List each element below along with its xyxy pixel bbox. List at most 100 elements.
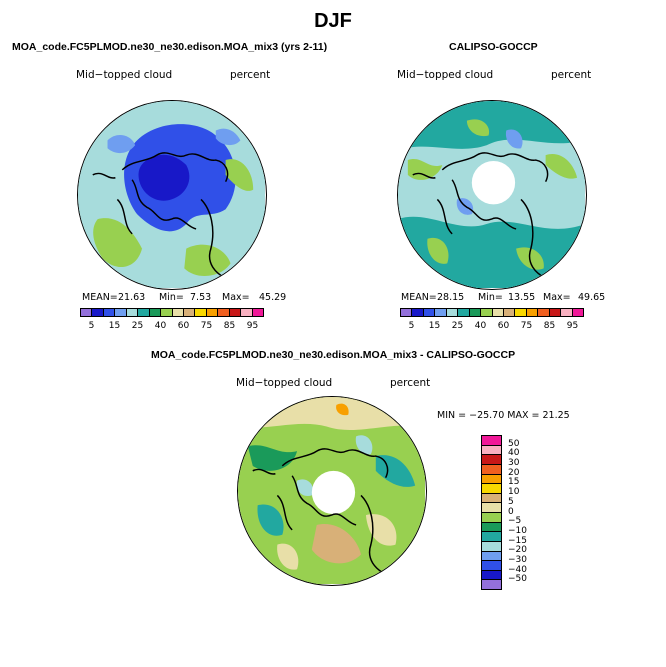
colorbar-tick-label: 25 (131, 321, 144, 331)
colorbar-swatch (446, 309, 459, 316)
colorbar-tick-label: 40 (508, 448, 520, 459)
colorbar-tick-label: 5 (408, 321, 415, 331)
panel-1-min: 7.53 (190, 292, 212, 303)
panel-1-variable: Mid−topped cloud (76, 69, 173, 81)
colorbar-tick-label: 60 (177, 321, 190, 331)
panel-2-min-label: Min= (478, 292, 503, 303)
colorbar-swatch (482, 484, 501, 494)
panel-1-title: MOA_code.FC5PLMOD.ne30_ne30.edison.MOA_m… (12, 41, 328, 53)
colorbar-swatch (206, 309, 219, 316)
panel-1-colorbar (80, 308, 264, 317)
colorbar-tick-label: 10 (508, 487, 520, 498)
colorbar-swatch (92, 309, 104, 316)
colorbar-tick-label: 40 (474, 321, 487, 331)
colorbar-tick-label: −40 (508, 564, 527, 575)
colorbar-tick-label: −20 (508, 545, 527, 556)
colorbar-swatch (561, 309, 573, 316)
colorbar-tick-label: −15 (508, 535, 527, 546)
colorbar-swatch (482, 522, 501, 533)
panel-1-units: percent (230, 69, 271, 81)
panel-3-colorbar (481, 435, 502, 590)
colorbar-tick-label: 25 (451, 321, 464, 331)
colorbar-tick-label: 75 (520, 321, 533, 331)
panel-3-polar-map (237, 396, 427, 586)
colorbar-tick-label: 0 (508, 506, 514, 517)
colorbar-swatch (218, 309, 230, 316)
colorbar-swatch (183, 309, 196, 316)
colorbar-tick-label: 85 (543, 321, 556, 331)
colorbar-tick-label: 5 (508, 496, 514, 507)
colorbar-swatch (252, 309, 263, 316)
panel-2-colorbar (400, 308, 584, 317)
colorbar-tick-label: 95 (566, 321, 579, 331)
panel-2-polar-map (397, 100, 587, 290)
colorbar-tick-label: 50 (508, 438, 520, 449)
colorbar-swatch (526, 309, 539, 316)
colorbar-tick-label: 60 (497, 321, 510, 331)
colorbar-swatch (482, 570, 501, 581)
colorbar-swatch (435, 309, 447, 316)
colorbar-swatch (538, 309, 550, 316)
colorbar-swatch (492, 309, 504, 316)
colorbar-swatch (482, 551, 501, 562)
colorbar-swatch (241, 309, 253, 316)
colorbar-swatch (469, 309, 482, 316)
colorbar-swatch (482, 532, 501, 542)
colorbar-swatch (482, 464, 501, 475)
colorbar-swatch (195, 309, 207, 316)
panel-2-variable: Mid−topped cloud (397, 69, 494, 81)
colorbar-swatch (572, 309, 583, 316)
colorbar-swatch (161, 309, 173, 316)
panel-3-minmax: MIN = −25.70 MAX = 21.25 (437, 410, 570, 421)
colorbar-swatch (482, 513, 501, 523)
panel-3-variable: Mid−topped cloud (236, 377, 333, 389)
colorbar-swatch (503, 309, 516, 316)
colorbar-swatch (103, 309, 116, 316)
panel-1-max-label: Max= (222, 292, 250, 303)
panel-2-mean: 28.15 (437, 292, 465, 303)
colorbar-swatch (401, 309, 413, 316)
panel-2-mean-label: MEAN= (401, 292, 437, 303)
colorbar-swatch (138, 309, 150, 316)
colorbar-swatch (482, 455, 501, 465)
colorbar-swatch (482, 445, 501, 456)
colorbar-tick-label: 75 (200, 321, 213, 331)
panel-3-units: percent (390, 377, 431, 389)
figure-title: DJF (314, 10, 352, 32)
colorbar-tick-label: 15 (108, 321, 121, 331)
panel-3-colorbar-labels: 50 40 30 20 15 10 5 0 −5 −10 −15 −20 −30 −40 −50 (508, 435, 548, 590)
colorbar-tick-label: 30 (508, 458, 520, 469)
colorbar-swatch (458, 309, 470, 316)
panel-1-mean: 21.63 (118, 292, 146, 303)
colorbar-tick-label: −5 (508, 516, 522, 527)
panel-2-max-label: Max= (543, 292, 571, 303)
colorbar-swatch (515, 309, 527, 316)
colorbar-swatch (482, 503, 501, 513)
colorbar-tick-label: 95 (246, 321, 259, 331)
panel-1-max: 45.29 (259, 292, 287, 303)
colorbar-tick-label: 85 (223, 321, 236, 331)
colorbar-tick-label: 40 (154, 321, 167, 331)
panel-1-polar-map (77, 100, 267, 290)
panel-2-units: percent (551, 69, 592, 81)
colorbar-swatch (482, 561, 501, 571)
colorbar-swatch (149, 309, 162, 316)
colorbar-swatch (423, 309, 436, 316)
colorbar-swatch (482, 541, 501, 552)
colorbar-tick-label: −30 (508, 554, 527, 565)
colorbar-tick-label: −10 (508, 525, 527, 536)
colorbar-swatch (482, 436, 501, 446)
colorbar-tick-label: 15 (428, 321, 441, 331)
colorbar-swatch (482, 493, 501, 504)
colorbar-tick-label: 5 (88, 321, 95, 331)
colorbar-swatch (81, 309, 93, 316)
colorbar-swatch (229, 309, 242, 316)
panel-1-mean-label: MEAN= (82, 292, 118, 303)
colorbar-swatch (172, 309, 184, 316)
colorbar-swatch (126, 309, 139, 316)
colorbar-tick-label: −50 (508, 574, 527, 585)
colorbar-tick-label: 15 (508, 477, 520, 488)
colorbar-swatch (115, 309, 127, 316)
colorbar-swatch (482, 474, 501, 485)
panel-2-max: 49.65 (578, 292, 606, 303)
